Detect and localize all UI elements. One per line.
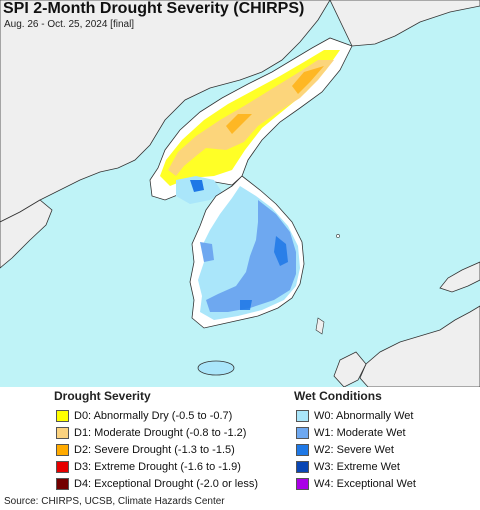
drought-legend-list: D0: Abnormally Dry (-0.5 to -0.7) D1: Mo… — [56, 407, 258, 492]
china-land — [0, 0, 331, 223]
japan-kyushu — [333, 351, 367, 387]
map-panel: SPI 2-Month Drought Severity (CHIRPS) Au… — [0, 0, 480, 387]
sk-w1-area — [200, 200, 296, 312]
legend-swatch-w2 — [296, 443, 309, 456]
legend-swatch-d0 — [56, 409, 69, 422]
ulleung-island — [336, 234, 340, 238]
legend-label-d0: D0: Abnormally Dry (-0.5 to -0.7) — [74, 409, 233, 422]
legend-swatch-d3 — [56, 460, 69, 473]
legend-swatch-d2 — [56, 443, 69, 456]
liaodong-land — [0, 199, 53, 269]
legend-item-w4: W4: Exceptional Wet — [296, 475, 416, 492]
legend-swatch-w0 — [296, 409, 309, 422]
legend-item-w1: W1: Moderate Wet — [296, 424, 416, 441]
legend-swatch-w1 — [296, 426, 309, 439]
legend-item-d3: D3: Extreme Drought (-1.6 to -1.9) — [56, 458, 258, 475]
legend-label-w0: W0: Abnormally Wet — [314, 409, 414, 422]
legend-item-d2: D2: Severe Drought (-1.3 to -1.5) — [56, 441, 258, 458]
legend-item-w3: W3: Extreme Wet — [296, 458, 416, 475]
legend-swatch-w3 — [296, 460, 309, 473]
source-credit: Source: CHIRPS, UCSB, Climate Hazards Ce… — [4, 496, 225, 507]
wet-legend-list: W0: Abnormally Wet W1: Moderate Wet W2: … — [296, 407, 416, 492]
legend-swatch-w4 — [296, 477, 309, 490]
legend-item-d4: D4: Exceptional Drought (-2.0 or less) — [56, 475, 258, 492]
japan-land — [359, 305, 480, 387]
legend-label-d3: D3: Extreme Drought (-1.6 to -1.9) — [74, 460, 241, 473]
nk-d2-area — [226, 66, 324, 134]
map-title: SPI 2-Month Drought Severity (CHIRPS) — [3, 0, 305, 17]
legend-label-w1: W1: Moderate Wet — [314, 426, 406, 439]
legend-label-w2: W2: Severe Wet — [314, 443, 394, 456]
legend-label-w3: W3: Extreme Wet — [314, 460, 400, 473]
wet-legend-heading: Wet Conditions — [294, 389, 382, 403]
legend-label-d1: D1: Moderate Drought (-0.8 to -1.2) — [74, 426, 247, 439]
legend-item-d0: D0: Abnormally Dry (-0.5 to -0.7) — [56, 407, 258, 424]
legend-item-w2: W2: Severe Wet — [296, 441, 416, 458]
korea-map — [0, 0, 480, 387]
nk-w2-area — [190, 180, 204, 192]
sk-w2-area — [240, 236, 288, 310]
russia-land — [329, 0, 480, 47]
japan-honshu-coast — [439, 261, 480, 293]
drought-legend-heading: Drought Severity — [54, 389, 151, 403]
legend-label-d4: D4: Exceptional Drought (-2.0 or less) — [74, 477, 259, 490]
legend-swatch-d1 — [56, 426, 69, 439]
legend-swatch-d4 — [56, 477, 69, 490]
legend-label-w4: W4: Exceptional Wet — [314, 477, 416, 490]
jeju-island — [197, 360, 235, 376]
legend-panel: Drought Severity Wet Conditions D0: Abno… — [0, 387, 480, 491]
legend-item-w0: W0: Abnormally Wet — [296, 407, 416, 424]
nk-d1-area — [168, 60, 334, 176]
legend-item-d1: D1: Moderate Drought (-0.8 to -1.2) — [56, 424, 258, 441]
map-subtitle: Aug. 26 - Oct. 25, 2024 [final] — [4, 19, 135, 30]
legend-label-d2: D2: Severe Drought (-1.3 to -1.5) — [74, 443, 235, 456]
tsushima-island — [315, 317, 325, 335]
